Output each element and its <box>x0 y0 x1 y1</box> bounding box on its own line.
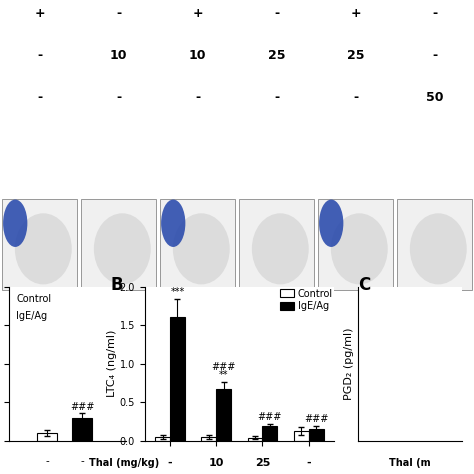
Text: Thal (m: Thal (m <box>389 458 431 468</box>
Text: 25: 25 <box>268 49 285 62</box>
FancyBboxPatch shape <box>238 199 314 290</box>
Bar <box>170 317 185 441</box>
Bar <box>37 433 57 441</box>
Ellipse shape <box>252 213 309 284</box>
Bar <box>248 438 263 441</box>
Text: ***: *** <box>170 287 184 297</box>
Bar <box>155 437 170 441</box>
Bar <box>72 418 92 441</box>
Text: 50: 50 <box>426 91 443 104</box>
Text: ###: ### <box>211 362 236 372</box>
Text: 10: 10 <box>209 458 224 468</box>
Ellipse shape <box>173 213 230 284</box>
Text: Control: Control <box>17 294 52 304</box>
Text: +: + <box>192 8 203 20</box>
Text: ###: ### <box>70 401 94 411</box>
Bar <box>201 437 216 441</box>
Y-axis label: PGD₂ (pg/ml): PGD₂ (pg/ml) <box>344 328 354 400</box>
Text: -: - <box>274 91 279 104</box>
Text: -: - <box>306 458 311 468</box>
Text: -: - <box>353 91 358 104</box>
Text: 10: 10 <box>189 49 206 62</box>
FancyBboxPatch shape <box>160 199 236 290</box>
Text: C: C <box>358 276 370 294</box>
Text: -: - <box>168 458 173 468</box>
Ellipse shape <box>3 200 27 247</box>
Ellipse shape <box>161 200 185 247</box>
Text: -: - <box>80 456 84 466</box>
Text: 25: 25 <box>347 49 364 62</box>
Text: IgE/Ag: IgE/Ag <box>17 311 47 321</box>
Text: -: - <box>37 49 42 62</box>
Text: -: - <box>116 91 121 104</box>
Text: -: - <box>274 8 279 20</box>
Text: -: - <box>432 49 437 62</box>
Text: -: - <box>116 8 121 20</box>
Text: 25: 25 <box>255 458 270 468</box>
Text: B: B <box>110 276 123 294</box>
Bar <box>294 431 309 441</box>
Text: +: + <box>34 8 45 20</box>
Y-axis label: LTC₄ (ng/ml): LTC₄ (ng/ml) <box>107 330 117 398</box>
Text: -: - <box>37 91 42 104</box>
FancyBboxPatch shape <box>1 199 77 290</box>
Bar <box>309 429 324 441</box>
Bar <box>216 389 231 441</box>
FancyBboxPatch shape <box>81 199 156 290</box>
Text: +: + <box>350 8 361 20</box>
FancyBboxPatch shape <box>397 199 473 290</box>
Legend: Control, IgE/Ag: Control, IgE/Ag <box>280 289 333 311</box>
Text: **: ** <box>219 370 228 380</box>
Bar <box>263 426 277 441</box>
Ellipse shape <box>94 213 151 284</box>
Ellipse shape <box>410 213 467 284</box>
Text: ###: ### <box>304 414 328 424</box>
Text: -: - <box>432 8 437 20</box>
Text: Thal (mg/kg): Thal (mg/kg) <box>89 458 159 468</box>
Ellipse shape <box>319 200 343 247</box>
Text: -: - <box>195 91 200 104</box>
Text: 10: 10 <box>110 49 127 62</box>
Ellipse shape <box>15 213 72 284</box>
FancyBboxPatch shape <box>318 199 393 290</box>
Text: ###: ### <box>258 411 282 421</box>
Text: -: - <box>46 456 49 466</box>
Ellipse shape <box>331 213 388 284</box>
